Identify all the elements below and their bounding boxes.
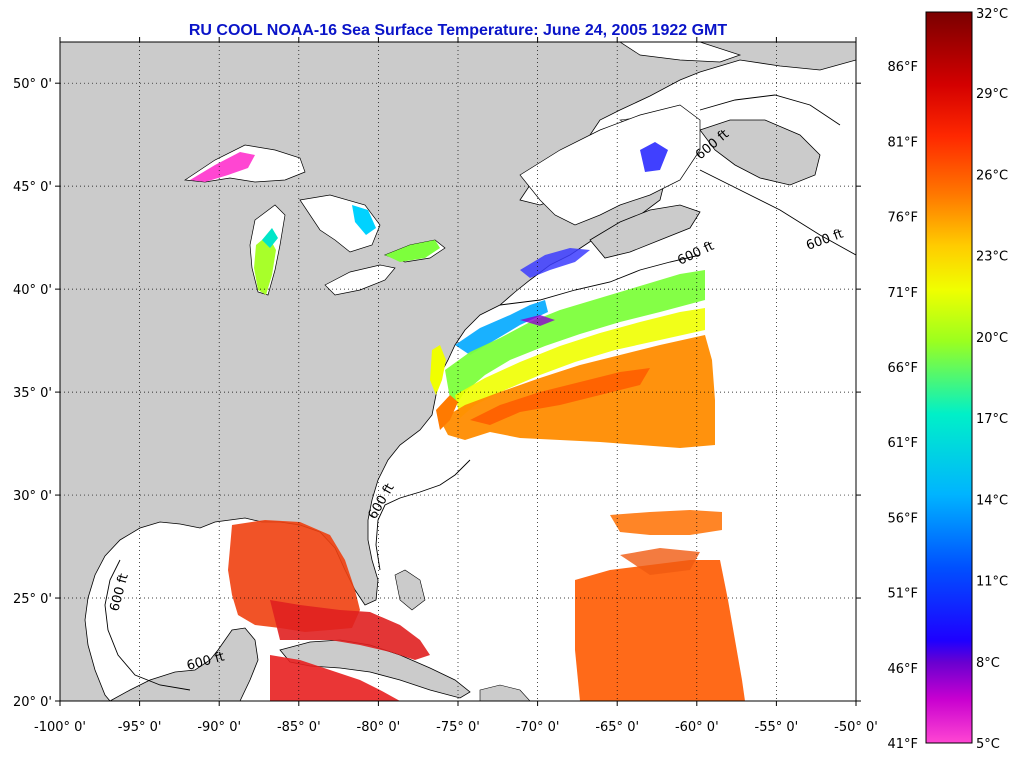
latitude-tick-label: 25° 0' — [13, 592, 52, 607]
sst-cold-shelf — [455, 300, 548, 355]
longitude-tick-label: -70° 0' — [516, 720, 560, 735]
sst-atlantic-patch2 — [620, 548, 700, 575]
sst-lake-superior — [190, 152, 255, 182]
colorbar-celsius-label: 29°C — [976, 87, 1008, 102]
latitude-tick-label: 35° 0' — [13, 386, 52, 401]
colorbar-celsius-label: 26°C — [976, 168, 1008, 183]
map-title: RU COOL NOAA-16 Sea Surface Temperature:… — [188, 22, 728, 39]
colorbar — [925, 11, 973, 744]
longitude-tick-label: -100° 0' — [34, 720, 86, 735]
colorbar-fahrenheit-label: 51°F — [887, 587, 918, 602]
longitude-tick-label: -75° 0' — [436, 720, 480, 735]
gulf-st-lawrence — [519, 104, 701, 226]
colorbar-celsius-label: 23°C — [976, 250, 1008, 265]
sst-shelf-green — [445, 270, 705, 410]
sst-lake-huron — [352, 205, 376, 235]
latitude-labels: 50° 0' 45° 0' 40° 0' 35° 0' 30° 0' 25° 0' 20° … — [13, 77, 52, 710]
sst-atlantic-patch — [610, 510, 722, 535]
longitude-tick-label: -80° 0' — [357, 720, 401, 735]
colorbar-fahrenheit-label: 66°F — [887, 361, 918, 376]
land-hispaniola — [479, 684, 531, 701]
isobath-lines — [104, 94, 856, 691]
latitude-tick-label: 45° 0' — [13, 180, 52, 195]
colorbar-fahrenheit-label: 81°F — [887, 135, 918, 150]
longitude-tick-label: -60° 0' — [675, 720, 719, 735]
sst-gulf-mexico-north — [228, 520, 360, 632]
colorbar-celsius-label: 11°C — [976, 575, 1008, 590]
colorbar-fahrenheit-label: 41°F — [887, 737, 918, 752]
sst-lake-michigan — [254, 235, 276, 295]
axis-ticks — [55, 37, 861, 706]
sst-gulf-mexico-south — [270, 600, 430, 660]
latitude-tick-label: 40° 0' — [13, 283, 52, 298]
sst-atlantic-tropical — [575, 560, 745, 701]
colorbar-celsius-label: 20°C — [976, 331, 1008, 346]
longitude-tick-label: -90° 0' — [197, 720, 241, 735]
sst-lake-michigan-n — [262, 228, 278, 248]
sst-lake-erie — [385, 240, 440, 262]
colorbar-celsius-label: 32°C — [976, 7, 1008, 22]
colorbar-celsius-label: 17°C — [976, 412, 1008, 427]
colorbar-fahrenheit-labels: 86°F 81°F 76°F 71°F 66°F 61°F 56°F 51°F 46°F 41°F — [887, 60, 918, 752]
longitude-tick-label: -95° 0' — [118, 720, 162, 735]
colorbar-celsius-labels: 32°C 29°C 26°C 23°C 20°C 17°C 14°C 11°C 8°C 5°C — [976, 7, 1008, 752]
colorbar-fahrenheit-label: 61°F — [887, 436, 918, 451]
sst-gulf-stream-core — [470, 368, 650, 425]
latitude-tick-label: 50° 0' — [13, 77, 52, 92]
latitude-tick-label: 20° 0' — [13, 695, 52, 710]
lake-erie — [324, 264, 396, 296]
colorbar-fahrenheit-label: 86°F — [887, 60, 918, 75]
longitude-tick-label: -65° 0' — [595, 720, 639, 735]
colorbar-fahrenheit-label: 76°F — [887, 211, 918, 226]
longitude-tick-label: -55° 0' — [755, 720, 799, 735]
sst-chesapeake — [430, 345, 446, 395]
longitude-tick-label: -85° 0' — [277, 720, 321, 735]
colorbar-fahrenheit-label: 71°F — [887, 286, 918, 301]
colorbar-celsius-label: 5°C — [976, 737, 1000, 752]
map-grid — [60, 42, 856, 701]
colorbar-fahrenheit-label: 46°F — [887, 662, 918, 677]
land-bahamas — [394, 569, 426, 611]
longitude-tick-label: -50° 0' — [834, 720, 878, 735]
land-yucatan — [109, 627, 259, 701]
sst-st-lawrence — [640, 142, 668, 172]
sst-slope-yellow — [455, 308, 705, 418]
hudson-strait — [619, 42, 742, 63]
latitude-tick-label: 30° 0' — [13, 489, 52, 504]
colorbar-fahrenheit-label: 56°F — [887, 511, 918, 526]
sst-caribbean — [270, 655, 400, 701]
sst-coastal-nc — [436, 395, 458, 430]
sst-scotian-purple — [520, 315, 555, 326]
land-newfoundland — [699, 119, 821, 186]
longitude-labels: -100° 0' -95° 0' -90° 0' -85° 0' -80° 0' -75°… — [34, 720, 878, 735]
colorbar-celsius-label: 8°C — [976, 656, 1000, 671]
colorbar-celsius-label: 14°C — [976, 493, 1008, 508]
